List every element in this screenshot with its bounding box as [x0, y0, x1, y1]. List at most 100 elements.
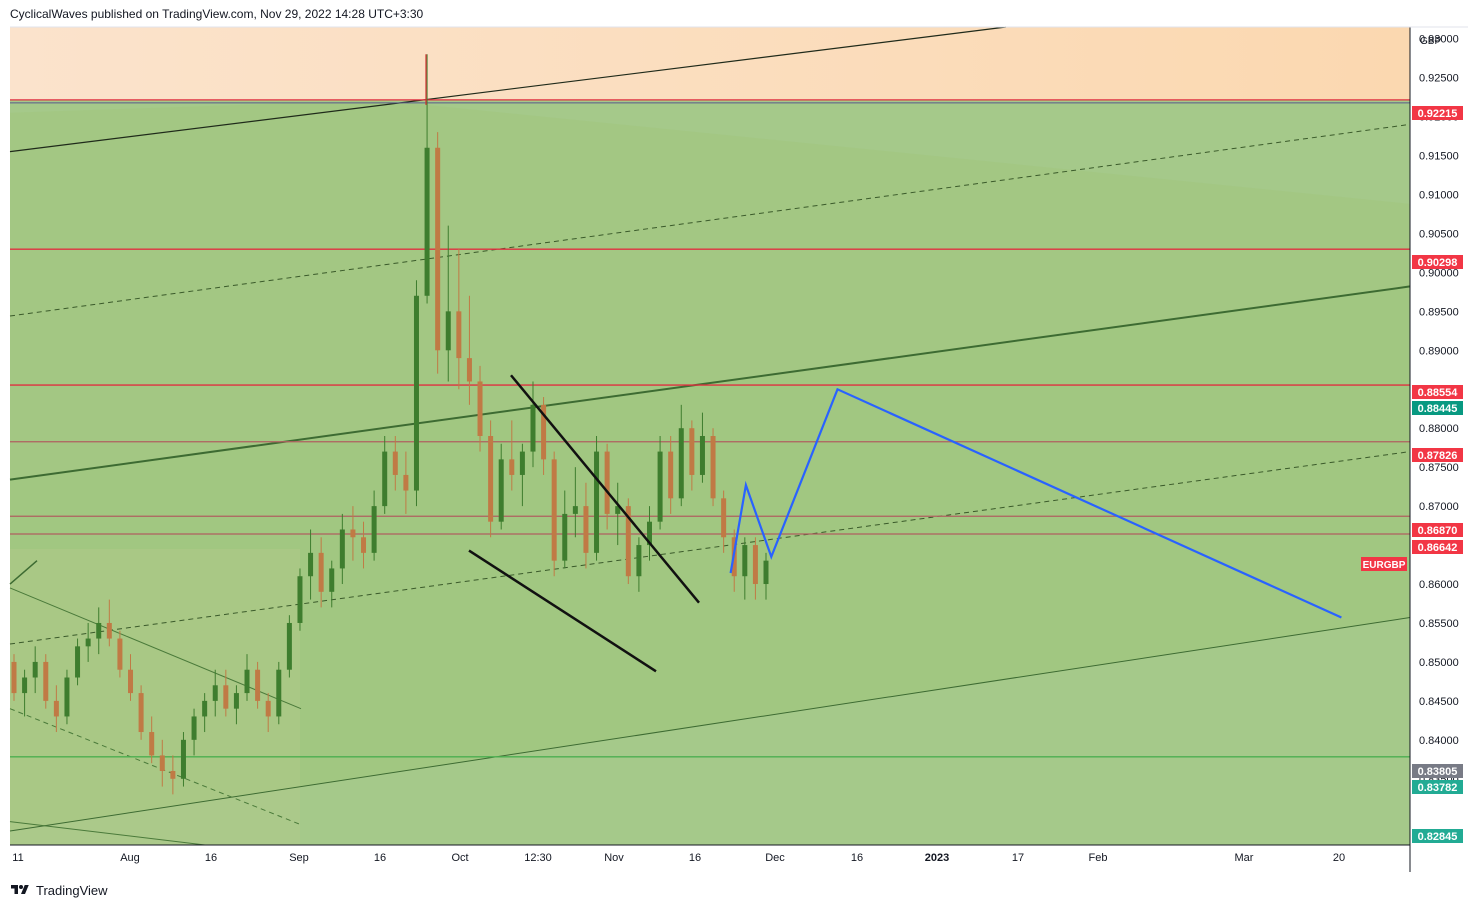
price-label-text: 0.88554 — [1418, 387, 1459, 399]
candle — [710, 428, 716, 507]
candle-body — [445, 311, 451, 351]
y-tick-label-10: 0.87500 — [1419, 462, 1459, 474]
candle-body — [763, 560, 769, 585]
candle-body — [170, 770, 176, 779]
candle-body — [509, 459, 515, 475]
candle — [445, 225, 451, 382]
candle — [615, 482, 621, 546]
candle-body — [212, 685, 218, 701]
candle-body — [530, 404, 536, 452]
horizontal-levels-layer — [10, 99, 1410, 758]
x-tick-label-7: Nov — [604, 852, 624, 864]
candle — [128, 654, 134, 701]
candle — [212, 669, 218, 717]
price-label-8: 0.83782 — [1412, 780, 1463, 794]
projection-path-layer — [729, 387, 1342, 619]
candle-body — [424, 147, 430, 296]
candle — [22, 669, 28, 717]
desc-channel-upper — [9, 587, 302, 710]
price-label-box — [1412, 448, 1463, 462]
candle — [678, 404, 684, 507]
candle — [572, 467, 578, 538]
candle — [668, 436, 674, 514]
candle — [191, 708, 197, 756]
candle-body — [85, 638, 91, 647]
candle — [721, 490, 727, 553]
candle-body — [668, 451, 674, 499]
candle — [456, 249, 462, 390]
price-label-5: 0.86870 — [1412, 523, 1463, 537]
candle-body — [488, 436, 494, 522]
candle — [424, 54, 430, 304]
y-tick-label-4: 0.91000 — [1419, 189, 1459, 201]
candle-body — [456, 311, 462, 359]
x-tick-label-12: 17 — [1012, 852, 1024, 864]
price-label-box — [1412, 780, 1463, 794]
candle — [604, 443, 610, 530]
x-tick-label-3: Sep — [289, 852, 309, 864]
price-label-0: 0.92215 — [1412, 106, 1463, 120]
candle-body — [53, 700, 59, 717]
candle-body — [371, 506, 377, 553]
candle — [583, 482, 589, 569]
wedge-lower-line — [468, 549, 657, 673]
candle — [308, 529, 314, 600]
currency-label: GBP — [1420, 36, 1441, 47]
candle — [382, 436, 388, 514]
candle-body — [233, 693, 239, 709]
price-label-box — [1412, 523, 1463, 537]
candle — [276, 661, 282, 725]
candle-body — [699, 436, 705, 475]
candle-body — [159, 755, 165, 771]
candle-body — [106, 622, 112, 639]
lower-median-line — [9, 451, 1411, 645]
candle — [85, 622, 91, 662]
candle-body — [202, 700, 208, 717]
candle — [392, 436, 398, 491]
price-label-text: 0.86870 — [1418, 525, 1458, 537]
price-label-4: 0.87826 — [1412, 448, 1463, 462]
x-tick-label-6: 12:30 — [524, 852, 552, 864]
candle-body — [149, 732, 155, 756]
symbol-label: EURGBP — [1361, 557, 1407, 571]
candle-body — [244, 669, 250, 694]
price-label-box — [1412, 764, 1463, 778]
candle — [551, 451, 557, 577]
x-tick-label-1: Aug — [120, 852, 140, 864]
y-tick-label-7: 0.89500 — [1419, 306, 1459, 318]
candle-body — [276, 669, 282, 717]
candle-body — [678, 428, 684, 499]
price-label-text: 0.88445 — [1418, 403, 1458, 415]
candle-body — [191, 716, 197, 740]
price-label-1: 0.90298 — [1412, 255, 1463, 269]
candle-body — [138, 693, 144, 733]
price-label-text: 0.87826 — [1418, 450, 1458, 462]
candle-body — [551, 459, 557, 561]
lower-channel-line — [9, 617, 1411, 832]
candle — [657, 436, 663, 530]
wedge-upper-line — [510, 374, 700, 604]
candle — [519, 443, 525, 507]
candle — [763, 552, 769, 600]
candle — [530, 381, 536, 468]
candle — [53, 685, 59, 733]
tradingview-footer[interactable]: TradingView — [10, 880, 108, 900]
x-tick-label-5: Oct — [451, 852, 468, 864]
candle-body — [64, 677, 70, 717]
price-label-box — [1412, 106, 1463, 120]
candle-body — [297, 576, 303, 623]
candle-body — [265, 700, 271, 717]
candle-body — [646, 521, 652, 546]
candle — [223, 669, 229, 717]
candle-body — [75, 646, 81, 678]
candle-body — [329, 568, 335, 592]
chart-background — [10, 27, 1410, 845]
candle — [202, 693, 208, 733]
price-label-box — [1412, 540, 1463, 554]
y-tick-label-8: 0.89000 — [1419, 345, 1459, 357]
candle-body — [541, 404, 547, 460]
candle-body — [710, 436, 716, 499]
candle — [339, 513, 345, 585]
upper-channel-line — [9, 26, 1007, 153]
